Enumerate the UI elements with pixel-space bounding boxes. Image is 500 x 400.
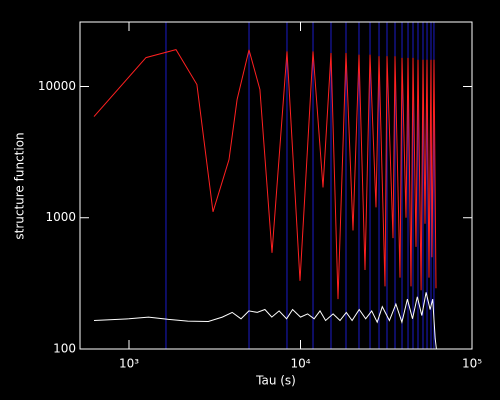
x-tick-label: 10³: [119, 357, 139, 371]
x-tick-label: 10⁵: [462, 357, 482, 371]
y-tick-label: 100: [53, 342, 76, 356]
x-axis-label: Tau (s): [255, 374, 296, 388]
y-tick-label: 10000: [38, 79, 76, 93]
line-series: [93, 49, 437, 300]
x-tick-label: 10⁴: [290, 357, 310, 371]
plot-frame: [79, 21, 473, 350]
y-axis-label: structure function: [13, 132, 27, 239]
line-series: [93, 292, 437, 350]
y-tick-label: 1000: [45, 210, 76, 224]
